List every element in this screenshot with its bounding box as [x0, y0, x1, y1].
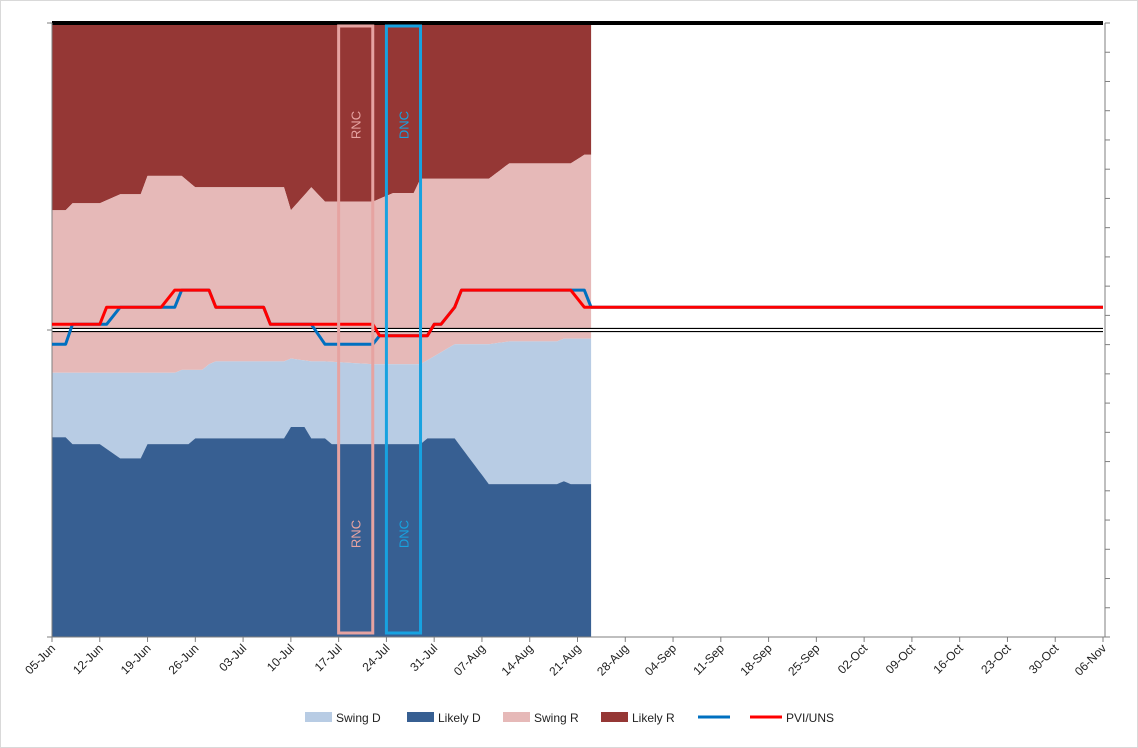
x-tick-label: 24-Jul — [360, 641, 393, 674]
series-swing-r-area — [52, 154, 592, 373]
x-tick-label: 10-Jul — [264, 641, 297, 674]
legend-label: Likely R — [632, 711, 675, 725]
rnc-convention-label-bottom: RNC — [349, 520, 364, 548]
x-tick-label: 06-Nov — [1072, 641, 1109, 678]
legend-label: PVI/UNS — [786, 711, 834, 725]
x-tick-label: 03-Jul — [216, 641, 249, 674]
x-tick-label: 28-Aug — [594, 641, 631, 678]
rnc-convention-label-top: RNC — [349, 111, 364, 139]
dnc-convention-box — [384, 24, 423, 635]
x-tick-label: 31-Jul — [407, 641, 440, 674]
x-tick-label: 21-Aug — [546, 641, 583, 678]
x-tick-label: 30-Oct — [1026, 641, 1062, 677]
rnc-convention-box — [337, 24, 375, 635]
x-tick-label: 16-Oct — [930, 641, 966, 677]
x-tick-label: 04-Sep — [642, 641, 679, 678]
x-tick-label: 14-Aug — [499, 641, 536, 678]
dnc-convention-label-bottom: DNC — [396, 520, 411, 548]
series-swing-d-area — [52, 338, 592, 485]
legend-swatch — [601, 712, 628, 722]
legend-swatch — [407, 712, 434, 722]
x-tick-label: 26-Jun — [166, 641, 202, 677]
x-tick-label: 18-Sep — [737, 641, 774, 678]
legend-label: Likely D — [438, 711, 481, 725]
x-tick-label: 17-Jul — [312, 641, 345, 674]
x-tick-label: 11-Sep — [690, 641, 727, 678]
x-tick-label: 07-Aug — [451, 641, 488, 678]
x-tick-label: 19-Jun — [118, 641, 154, 677]
legend-label: Swing D — [336, 711, 381, 725]
x-tick-label: 23-Oct — [978, 641, 1014, 677]
x-tick-label: 25-Sep — [785, 641, 822, 678]
dnc-convention-label-top: DNC — [396, 111, 411, 139]
series-pvi-uns-line — [52, 288, 1103, 338]
x-tick-label: 09-Oct — [883, 641, 919, 677]
series-likely-d-area — [52, 427, 592, 637]
legend-swatch — [305, 712, 332, 722]
x-tick-label: 02-Oct — [835, 641, 871, 677]
x-tick-label: 12-Jun — [70, 641, 106, 677]
legend-label: Swing R — [534, 711, 579, 725]
series-likely-r-area — [52, 23, 592, 211]
x-tick-label: 05-Jun — [22, 641, 58, 677]
legend-swatch — [503, 712, 530, 722]
